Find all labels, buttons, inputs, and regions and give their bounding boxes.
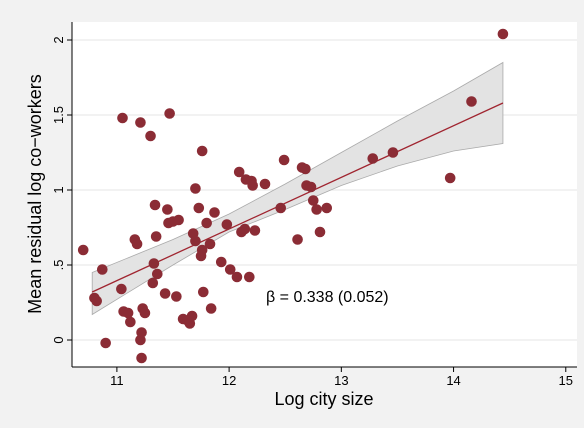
data-point-41 bbox=[196, 145, 208, 157]
data-point-40 bbox=[196, 244, 208, 256]
y-tick-label-3: 1.5 bbox=[51, 106, 66, 124]
data-point-11 bbox=[131, 238, 143, 250]
data-point-48 bbox=[221, 219, 233, 230]
data-point-43 bbox=[201, 217, 212, 229]
data-point-45 bbox=[205, 303, 217, 314]
data-point-47 bbox=[215, 256, 227, 268]
y-axis-title: Mean residual log co−workers bbox=[25, 74, 45, 314]
y-tick-label-2: 1 bbox=[51, 186, 66, 193]
data-point-75 bbox=[497, 28, 509, 40]
data-point-66 bbox=[305, 181, 317, 193]
data-point-22 bbox=[150, 231, 162, 242]
data-point-46 bbox=[209, 207, 220, 218]
data-point-50 bbox=[231, 271, 243, 283]
data-point-74 bbox=[466, 96, 477, 107]
x-axis-title: Log city size bbox=[274, 389, 373, 409]
y-axis-ticks: 0 .5 1 1.5 2 bbox=[51, 36, 72, 344]
data-point-34 bbox=[186, 310, 198, 322]
x-tick-label-2: 13 bbox=[334, 373, 348, 388]
data-point-0 bbox=[77, 244, 89, 256]
data-point-61 bbox=[278, 154, 290, 166]
x-tick-label-4: 15 bbox=[559, 373, 573, 388]
data-point-9 bbox=[125, 316, 136, 328]
data-point-55 bbox=[244, 271, 255, 283]
data-point-18 bbox=[145, 130, 156, 142]
data-point-69 bbox=[314, 226, 326, 238]
data-point-3 bbox=[97, 264, 108, 275]
data-point-51 bbox=[233, 166, 245, 178]
data-point-42 bbox=[198, 286, 209, 298]
data-point-25 bbox=[162, 204, 173, 215]
fit-line bbox=[91, 102, 504, 293]
data-point-37 bbox=[190, 183, 201, 194]
data-point-17 bbox=[139, 307, 151, 319]
data-point-21 bbox=[149, 199, 161, 211]
x-axis-ticks: 11 12 13 14 15 bbox=[110, 367, 573, 388]
data-point-24 bbox=[159, 288, 171, 299]
data-point-57 bbox=[247, 180, 258, 191]
data-point-20 bbox=[148, 258, 160, 269]
x-tick-label-3: 14 bbox=[446, 373, 460, 388]
y-tick-label-0: 0 bbox=[51, 336, 66, 343]
data-point-67 bbox=[307, 195, 319, 206]
data-points bbox=[77, 28, 509, 364]
data-point-15 bbox=[136, 327, 147, 338]
x-tick-label-0: 11 bbox=[110, 373, 124, 388]
data-point-13 bbox=[135, 117, 146, 128]
data-point-14 bbox=[136, 352, 147, 364]
data-point-71 bbox=[367, 153, 379, 164]
data-point-8 bbox=[122, 307, 134, 319]
data-point-53 bbox=[239, 223, 251, 235]
data-point-19 bbox=[147, 277, 159, 289]
data-point-60 bbox=[275, 202, 287, 214]
data-point-70 bbox=[321, 202, 333, 214]
data-point-27 bbox=[164, 108, 175, 119]
y-tick-label-4: 2 bbox=[51, 36, 66, 43]
data-point-73 bbox=[444, 172, 456, 184]
y-tick-label-1: .5 bbox=[51, 260, 66, 271]
data-point-64 bbox=[300, 163, 311, 175]
data-point-4 bbox=[100, 337, 111, 349]
data-point-2 bbox=[91, 295, 102, 307]
data-point-72 bbox=[387, 147, 399, 158]
data-point-30 bbox=[173, 214, 184, 226]
data-point-23 bbox=[151, 268, 163, 280]
data-point-68 bbox=[311, 204, 322, 215]
data-point-6 bbox=[117, 112, 128, 124]
data-point-36 bbox=[190, 235, 201, 247]
data-point-49 bbox=[224, 264, 236, 275]
beta-annotation: β = 0.338 (0.052) bbox=[266, 289, 389, 306]
data-point-44 bbox=[204, 238, 216, 250]
data-point-29 bbox=[171, 291, 182, 302]
data-point-62 bbox=[292, 234, 303, 245]
data-point-59 bbox=[259, 178, 271, 190]
x-tick-label-1: 12 bbox=[222, 373, 236, 388]
data-point-38 bbox=[193, 202, 205, 214]
data-point-5 bbox=[116, 283, 127, 295]
data-point-58 bbox=[249, 225, 261, 236]
